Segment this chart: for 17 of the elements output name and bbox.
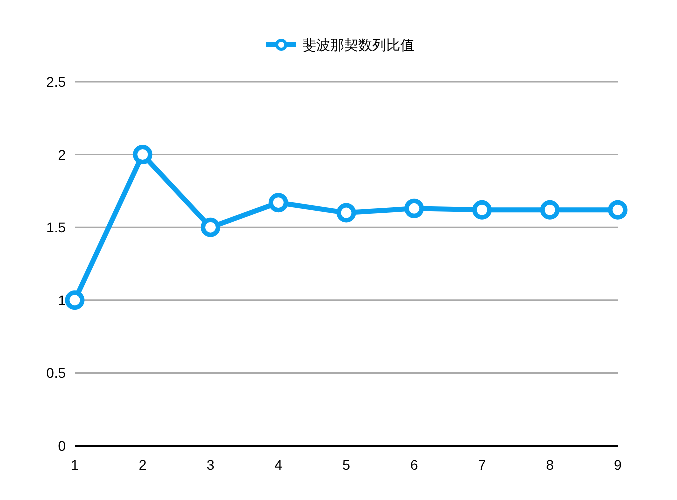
x-tick-label: 1 — [71, 457, 80, 473]
x-tick-label: 5 — [342, 457, 351, 473]
x-tick-label: 2 — [138, 457, 147, 473]
legend-label: 斐波那契数列比值 — [302, 37, 414, 53]
y-tick-label: 2 — [58, 146, 66, 163]
x-tick-label: 8 — [546, 457, 554, 473]
legend: 斐波那契数列比值 — [266, 37, 414, 53]
y-tick-label: 0 — [58, 438, 66, 454]
x-tick-label: 4 — [274, 457, 283, 473]
y-tick-label: 2.5 — [46, 74, 66, 90]
x-tick-label: 7 — [478, 457, 486, 473]
y-tick-label: 1.5 — [46, 220, 66, 236]
x-tick-label: 6 — [410, 457, 418, 473]
x-tick-label: 9 — [614, 457, 622, 473]
x-tick-label: 3 — [206, 457, 215, 473]
y-tick-label: 1 — [58, 292, 66, 308]
y-tick-label: 0.5 — [46, 365, 66, 382]
